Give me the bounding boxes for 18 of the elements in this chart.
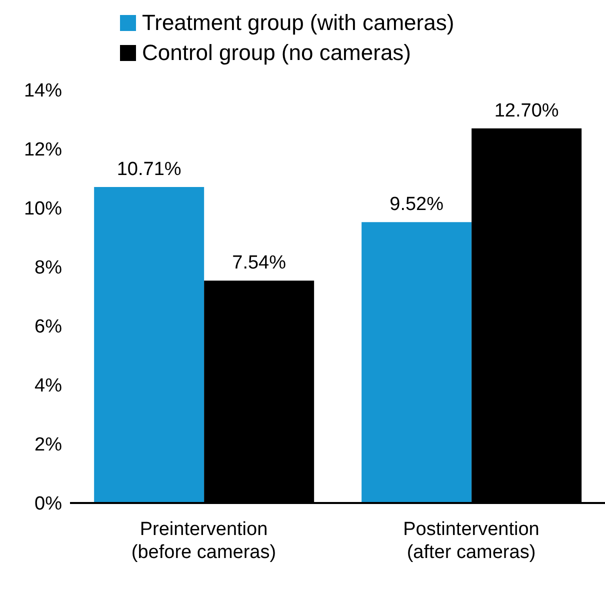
y-tick-label: 2%	[34, 434, 62, 456]
y-tick-label: 10%	[24, 198, 62, 220]
x-tick-label: Postintervention (after cameras)	[403, 519, 540, 563]
y-tick-label: 12%	[24, 140, 62, 161]
data-label: 10.71%	[116, 159, 182, 180]
legend-label: Control group (no cameras)	[142, 39, 412, 67]
data-label: 12.70%	[494, 100, 559, 122]
y-tick-label: 4%	[34, 376, 62, 397]
bar	[362, 222, 472, 503]
data-label: 7.54%	[232, 252, 286, 274]
y-tick-label: 0%	[34, 494, 62, 515]
bar	[94, 187, 204, 503]
y-tick-label: 6%	[34, 316, 62, 338]
data-label: 9.52%	[390, 194, 444, 216]
y-tick-label: 14%	[24, 80, 62, 102]
legend-label: Treatment group (with cameras)	[142, 9, 454, 37]
x-tick-label: Preintervention (before cameras)	[131, 519, 276, 563]
y-tick-label: 8%	[34, 258, 62, 279]
